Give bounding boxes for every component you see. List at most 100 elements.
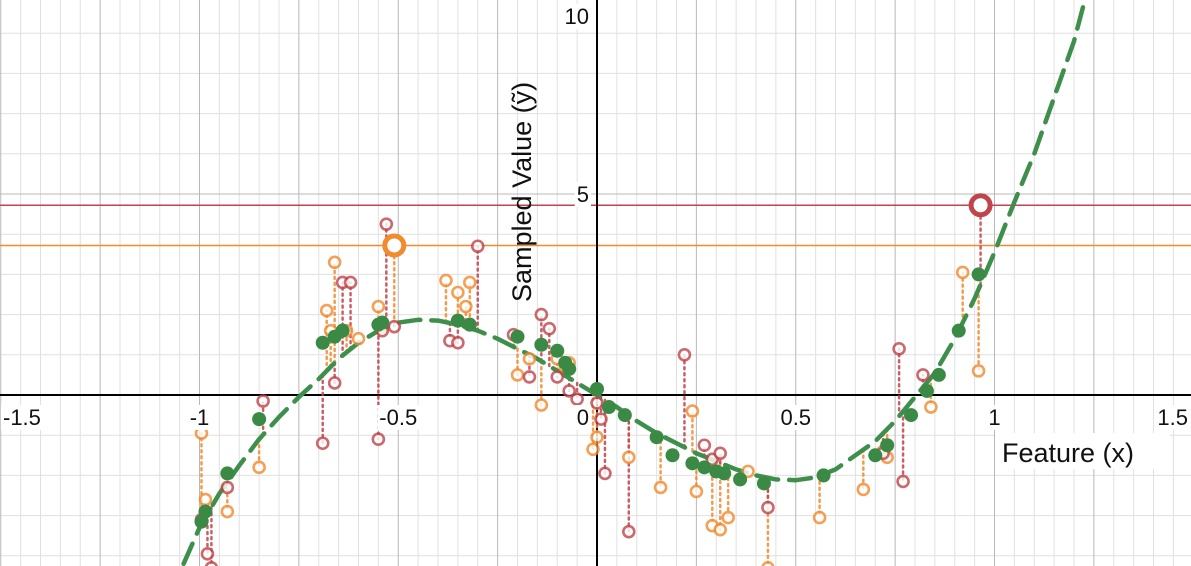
sampled-point-red — [621, 524, 636, 539]
y-tick-label: 5 — [577, 182, 589, 207]
x-tick-label-background — [377, 405, 420, 430]
x-axis-title: Feature (x) — [1002, 438, 1134, 468]
sampled-point-red — [761, 500, 775, 515]
x-tick-label-background — [778, 405, 814, 430]
fitted-point — [919, 383, 934, 398]
fitted-point — [220, 466, 235, 481]
highlighted-point-orange — [382, 233, 407, 258]
sampled-point-red — [570, 392, 584, 406]
x-axis-title-background — [995, 433, 1170, 469]
x-tick-label: -1.5 — [3, 405, 41, 430]
sampled-point-orange — [590, 430, 604, 445]
sampled-point-red — [550, 370, 565, 384]
fitted-point — [717, 466, 732, 481]
sampled-point-orange — [721, 510, 735, 525]
sampled-point-red — [200, 546, 215, 561]
fitted-point — [198, 504, 213, 519]
sampled-point-red — [451, 335, 465, 350]
fitted-curve-layer — [181, 0, 1088, 566]
fitted-point — [685, 456, 700, 471]
sampled-point-orange — [621, 450, 636, 465]
sampled-point-orange — [459, 299, 473, 314]
sampled-point-red — [220, 480, 235, 495]
fitted-point — [816, 468, 831, 483]
fitted-point — [649, 430, 664, 445]
sampled-point-red — [470, 239, 485, 254]
fitted-point — [880, 438, 895, 453]
sampled-point-red — [534, 307, 549, 322]
sampled-point-red — [379, 217, 394, 231]
sampled-point-orange — [522, 352, 537, 366]
fitted-point — [335, 323, 350, 338]
fitted-point — [617, 408, 632, 423]
fitted-point — [868, 448, 883, 463]
x-tick-label: 1.5 — [1157, 405, 1188, 430]
sampled-point-red — [896, 474, 910, 489]
fitted-point — [665, 448, 680, 463]
sampled-point-orange — [856, 482, 871, 497]
sampled-point-red — [590, 396, 604, 410]
sampled-point-orange — [220, 504, 235, 519]
fitted-point — [733, 472, 748, 487]
data-points — [194, 193, 993, 566]
fitted-curve — [181, 0, 1088, 566]
sampled-point-orange — [439, 273, 453, 288]
x-tick-label: 0 — [577, 405, 589, 430]
fitted-point — [562, 361, 577, 376]
sampled-point-orange — [252, 460, 266, 475]
sampled-point-red — [315, 436, 330, 451]
fitted-point — [951, 323, 966, 338]
x-tick-label-background — [574, 405, 591, 430]
sampled-point-orange — [462, 275, 477, 290]
sampled-point-orange — [812, 510, 827, 525]
sampled-point-orange — [924, 400, 938, 414]
sampled-point-red — [598, 466, 612, 481]
sampled-point-red — [522, 370, 537, 384]
fitted-point — [450, 313, 465, 328]
fitted-point — [550, 343, 565, 358]
sampled-point-orange — [319, 303, 334, 318]
sampled-point-red — [256, 394, 270, 408]
sampled-point-red — [562, 384, 576, 398]
sampled-point-orange — [198, 492, 213, 507]
fitted-point — [904, 408, 919, 423]
sampled-point-red — [677, 347, 692, 362]
fitted-point — [971, 267, 986, 282]
x-tick-label-background — [1155, 405, 1190, 430]
sampled-point-red — [542, 321, 557, 336]
sampled-point-orange — [534, 398, 549, 412]
sampled-point-orange — [586, 442, 600, 457]
fitted-point — [252, 412, 267, 427]
sampled-point-orange — [510, 368, 525, 382]
x-tick-label: -1 — [190, 405, 210, 430]
x-tick-label: 1 — [988, 405, 1000, 430]
sampled-point-orange — [713, 522, 728, 537]
tick-labels: -1.5 -1 -0.5 0 0.5 1 1.5 5 10 — [1, 4, 1190, 430]
sampled-point-orange — [685, 404, 700, 418]
fitted-point — [375, 315, 390, 330]
sampled-point-orange — [653, 480, 668, 495]
sampled-point-orange — [971, 364, 986, 378]
sampled-point-red — [892, 341, 906, 356]
sampled-point-red — [327, 376, 342, 390]
sampled-point-orange — [371, 299, 386, 314]
sampled-point-red — [371, 432, 386, 447]
sampled-point-red — [916, 368, 930, 382]
sampled-point-orange — [761, 561, 775, 566]
sampled-point-red — [204, 561, 218, 566]
x-tick-label: 0.5 — [780, 405, 811, 430]
x-tick-label: -0.5 — [379, 405, 417, 430]
sampled-point-orange — [351, 331, 366, 346]
fitted-point — [756, 476, 771, 491]
sampled-point-red — [697, 438, 712, 453]
y-tick-label-background — [574, 182, 591, 207]
fitted-point — [462, 317, 477, 332]
sampled-point-red — [387, 319, 402, 334]
fitted-point — [931, 367, 946, 382]
fitted-point — [697, 460, 712, 475]
sampled-point-red — [343, 275, 358, 290]
